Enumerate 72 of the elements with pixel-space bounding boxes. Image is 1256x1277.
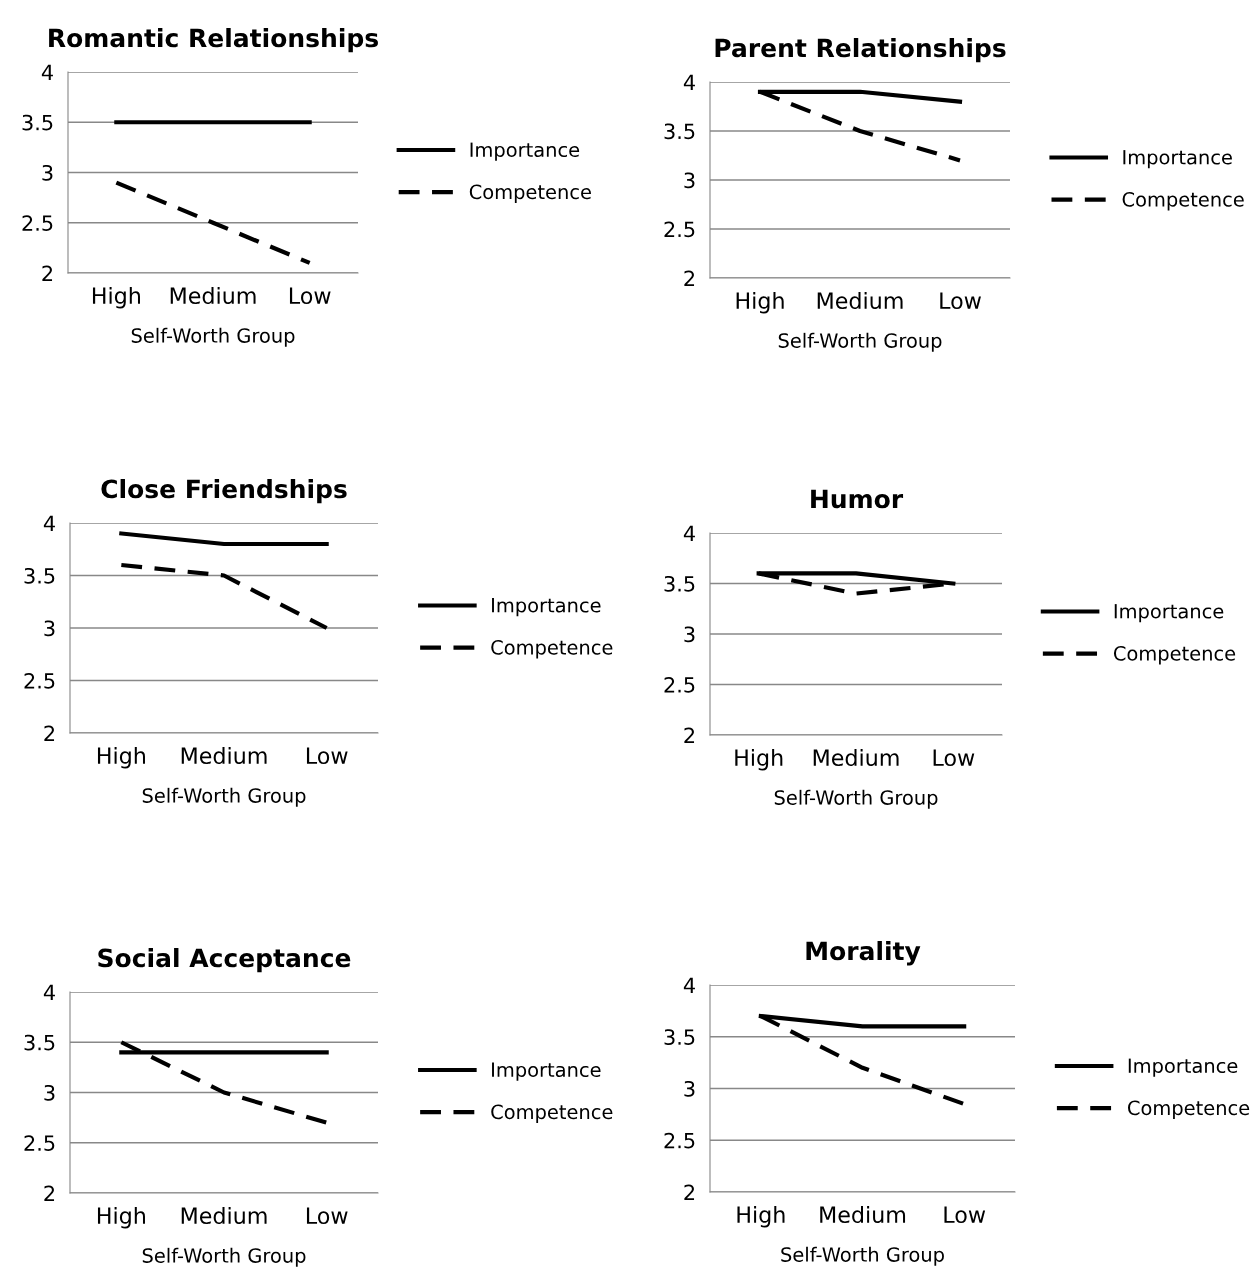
y-tick-label: 3.5 [22, 114, 53, 131]
x-axis-title: Self-Worth Group [774, 789, 938, 809]
y-tick-label: 2.5 [664, 221, 695, 238]
y-tick-label: 3 [44, 1084, 55, 1101]
y-tick-label: 4 [41, 64, 53, 80]
y-tick-label: 4 [683, 977, 695, 993]
y-tick-label: 3.5 [24, 1034, 55, 1051]
legend-label: Competence [469, 184, 591, 203]
chart-title: Morality [806, 941, 921, 966]
legend-label: Competence [1113, 646, 1236, 665]
y-tick-label: 2.5 [22, 215, 53, 231]
x-axis-title: Self-Worth Group [778, 332, 942, 352]
legend-label: Competence [1127, 1100, 1250, 1119]
y-tick-label: 2 [44, 1185, 55, 1201]
x-tick-label: High [737, 1205, 785, 1228]
x-tick-label: High [736, 291, 784, 314]
legend-label: Importance [1128, 1058, 1238, 1077]
x-axis-title: Self-Worth Group [142, 1247, 306, 1267]
chart-title: Parent Relationships [715, 38, 1006, 63]
y-tick-label: 3 [684, 626, 695, 643]
y-tick-label: 4 [683, 525, 695, 541]
x-tick-label: Low [933, 749, 975, 767]
x-axis-title: Self-Worth Group [142, 787, 306, 807]
x-tick-label: Low [944, 1206, 986, 1224]
chart-title: Romantic Relationships [49, 28, 378, 53]
y-tick-label: 3 [684, 172, 695, 189]
y-tick-label: 3 [44, 620, 55, 637]
y-tick-label: 3.5 [664, 575, 695, 592]
legend-label: Importance [1123, 150, 1232, 169]
legend-label: Importance [1114, 604, 1224, 623]
legend-label: Competence [1122, 192, 1244, 211]
y-tick-label: 4 [43, 984, 55, 1000]
x-tick-label: High [97, 746, 145, 769]
x-tick-label: Low [306, 1207, 348, 1225]
y-tick-label: 2.5 [664, 676, 695, 693]
y-tick-label: 2.5 [24, 672, 55, 689]
y-tick-label: 4 [43, 515, 55, 531]
y-tick-label: 3 [684, 1080, 695, 1097]
x-tick-label: Medium [181, 746, 267, 765]
y-tick-label: 2 [684, 1184, 695, 1200]
x-tick-label: High [92, 286, 140, 309]
legend-label: Competence [491, 1104, 613, 1123]
y-tick-label: 4 [683, 74, 695, 90]
y-tick-label: 3 [42, 164, 53, 181]
x-tick-label: Low [289, 287, 331, 305]
x-tick-label: Medium [817, 291, 903, 310]
y-tick-label: 2.5 [24, 1135, 55, 1151]
x-tick-label: Low [940, 292, 981, 310]
y-tick-label: 3.5 [664, 123, 695, 140]
y-tick-label: 2 [684, 727, 695, 743]
x-tick-label: High [735, 748, 783, 771]
x-tick-label: Medium [820, 1205, 906, 1224]
x-tick-label: Medium [170, 286, 256, 305]
y-tick-label: 2 [42, 265, 53, 281]
y-tick-label: 3.5 [24, 567, 55, 584]
x-axis-title: Self-Worth Group [781, 1246, 944, 1266]
chart-title: Humor [811, 489, 904, 509]
legend-label: Importance [492, 1062, 601, 1081]
y-tick-label: 3.5 [664, 1029, 695, 1045]
x-tick-label: Low [306, 747, 348, 765]
legend-label: Competence [491, 640, 613, 659]
chart-title: Social Acceptance [98, 948, 351, 973]
x-axis-title: Self-Worth Group [131, 327, 295, 347]
y-tick-label: 2 [684, 270, 695, 286]
legend-label: Importance [492, 598, 601, 617]
x-tick-label: Medium [813, 748, 899, 767]
x-tick-label: High [97, 1206, 145, 1229]
y-tick-label: 2.5 [664, 1132, 695, 1149]
y-tick-label: 2 [44, 725, 55, 741]
x-tick-label: Medium [181, 1206, 267, 1225]
chart-title: Close Friendships [101, 479, 347, 504]
legend-label: Importance [470, 142, 580, 161]
